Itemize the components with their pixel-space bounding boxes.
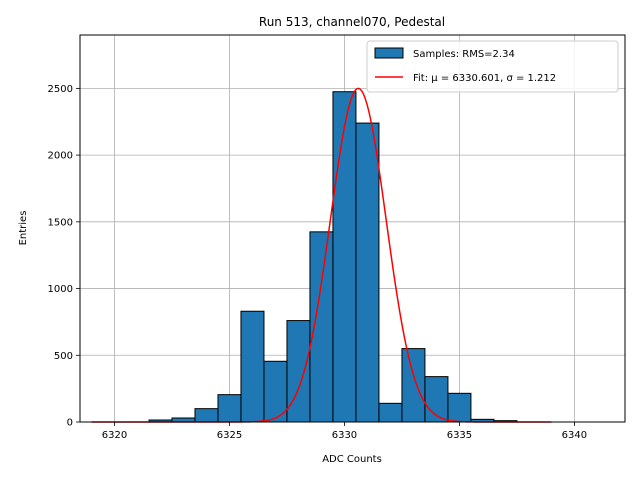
legend-label-fit: Fit: μ = 6330.601, σ = 1.212 <box>413 73 556 84</box>
histogram-bar <box>194 408 219 423</box>
y-tick-label: 500 <box>54 351 73 362</box>
x-tick-label: 6335 <box>447 430 472 441</box>
x-tick-label: 6330 <box>332 430 357 441</box>
histogram-bar <box>217 394 242 423</box>
x-tick-label: 6340 <box>562 430 587 441</box>
y-tick-label: 0 <box>67 418 73 429</box>
y-tick-label: 2000 <box>48 151 73 162</box>
y-axis-label: Entries <box>18 211 29 246</box>
histogram-bar <box>286 320 311 423</box>
chart-title: Run 513, channel070, Pedestal <box>259 15 445 29</box>
histogram-bar <box>447 392 472 423</box>
histogram-bar <box>401 348 426 423</box>
legend-label-samples: Samples: RMS=2.34 <box>413 49 515 60</box>
plot-frame <box>79 34 626 423</box>
legend: Samples: RMS=2.34 Fit: μ = 6330.601, σ =… <box>366 40 619 93</box>
y-tick-label: 1500 <box>48 217 73 228</box>
x-axis-ticks: 6320 6325 6330 6335 6340 <box>102 422 587 441</box>
y-axis-ticks: 0 500 1000 1500 2000 2500 <box>48 84 80 429</box>
histogram-bar <box>240 310 265 423</box>
histogram-bar <box>332 91 357 423</box>
x-axis-label: ADC Counts <box>322 454 382 465</box>
y-tick-label: 1000 <box>48 284 73 295</box>
legend-patch-samples <box>374 47 404 59</box>
y-tick-label: 2500 <box>48 84 73 95</box>
x-tick-label: 6325 <box>217 430 242 441</box>
histogram-bar <box>378 402 403 423</box>
x-tick-label: 6320 <box>102 430 127 441</box>
legend-box <box>366 40 619 93</box>
histogram-bars <box>148 91 518 423</box>
histogram-bar <box>355 122 380 423</box>
